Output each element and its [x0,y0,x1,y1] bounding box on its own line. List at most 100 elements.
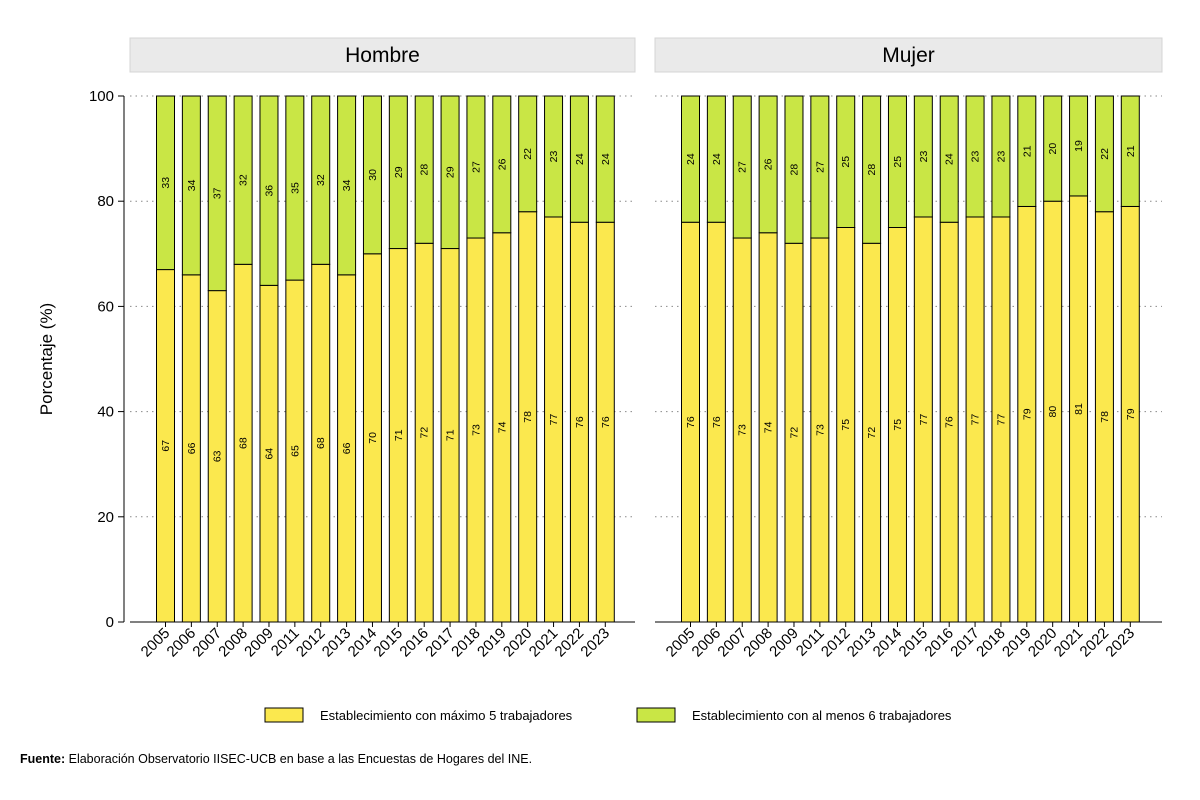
data-label-large: 20 [1047,143,1059,155]
data-label-small: 68 [315,437,327,449]
data-label-small: 74 [496,421,508,433]
panel-title: Hombre [345,44,420,67]
bar-large-2012 [311,95,331,265]
data-label-large: 34 [186,179,198,191]
data-label-large: 28 [788,164,800,176]
data-label-large: 27 [737,161,749,173]
data-label-large: 29 [393,166,405,178]
data-label-large: 24 [685,153,697,165]
data-label-large: 22 [1099,148,1111,160]
data-label-large: 34 [341,179,353,191]
data-label-large: 22 [522,148,534,160]
data-label-large: 23 [970,150,982,162]
data-label-small: 77 [970,413,982,425]
legend-swatch-2 [636,707,676,723]
x-tick-label: 2011 [793,625,828,660]
source-note: Fuente: Elaboración Observatorio IISEC-U… [20,752,532,766]
data-label-large: 29 [445,166,457,178]
data-label-small: 66 [341,442,353,454]
data-label-small: 76 [685,416,697,428]
bar-large-2005 [681,95,700,223]
data-label-small: 71 [393,429,405,441]
bar-large-2023 [1120,95,1140,207]
data-label-small: 76 [944,416,956,428]
bar-large-2023 [595,95,615,223]
legend-label-1: Establecimiento con máximo 5 trabajadore… [320,708,573,723]
data-label-small: 74 [763,421,775,433]
bar-large-2006 [706,95,726,223]
data-label-small: 72 [866,427,878,439]
data-label-small: 67 [160,440,172,452]
bar-large-2020 [1043,95,1063,202]
bar-large-2022 [1094,95,1114,213]
data-label-large: 21 [1125,145,1137,157]
data-label-small: 78 [522,411,534,423]
bar-large-2008 [758,95,778,234]
data-label-small: 75 [892,419,904,431]
x-tick-label: 2023 [1102,625,1138,661]
legend-swatch-1 [264,707,304,723]
bar-large-2013 [337,95,357,276]
data-label-large: 35 [289,182,301,194]
bar-large-2022 [569,95,589,223]
bar-large-2017 [965,95,985,218]
data-label-small: 73 [470,424,482,436]
bar-large-2014 [362,95,382,255]
data-label-small: 75 [840,419,852,431]
y-tick-label: 20 [97,509,114,526]
data-label-large: 32 [315,174,327,186]
data-label-large: 23 [995,150,1007,162]
data-label-small: 81 [1073,403,1085,415]
bar-large-2013 [862,95,882,244]
bar-large-2016 [939,95,959,223]
panel-header [654,37,1163,73]
data-label-small: 72 [419,427,431,439]
bar-large-2018 [466,95,486,239]
panel-header [129,37,636,73]
data-label-large: 19 [1073,140,1085,152]
bar-large-2018 [991,95,1011,218]
data-label-large: 27 [814,161,826,173]
data-label-small: 70 [367,432,379,444]
bar-large-2008 [233,95,253,265]
data-label-large: 32 [238,174,250,186]
panel-title: Mujer [882,44,935,67]
data-label-large: 28 [419,164,431,176]
data-label-large: 24 [574,153,586,165]
data-label-small: 77 [918,413,930,425]
y-tick-label: 80 [97,193,114,210]
bar-large-2007 [732,95,752,239]
data-label-large: 21 [1021,145,1033,157]
data-label-large: 25 [892,156,904,168]
bar-large-2007 [207,95,227,292]
legend: Establecimiento con máximo 5 trabajadore… [264,707,952,723]
data-label-large: 23 [548,150,560,162]
bar-large-2019 [1017,95,1037,207]
y-tick-label: 0 [106,614,114,631]
source-label: Fuente: [20,752,66,766]
bar-large-2005 [156,95,175,271]
y-tick-label: 40 [97,404,114,421]
data-label-small: 63 [212,450,224,462]
data-label-small: 73 [814,424,826,436]
bar-large-2019 [492,95,512,234]
data-label-large: 26 [496,158,508,170]
bar-large-2012 [836,95,856,228]
bar-large-2015 [388,95,408,250]
data-label-small: 79 [1125,408,1137,420]
data-label-small: 68 [238,437,250,449]
data-label-small: 79 [1021,408,1033,420]
bar-large-2015 [913,95,933,218]
x-tick-label: 2023 [577,625,613,661]
data-label-small: 76 [711,416,723,428]
data-label-small: 71 [445,429,457,441]
data-label-large: 24 [711,153,723,165]
bar-large-2009 [784,95,804,244]
data-label-small: 77 [548,413,560,425]
bar-large-2017 [440,95,460,250]
y-tick-label: 100 [89,88,114,105]
bar-large-2020 [518,95,538,213]
panel-hombre: Hombre6733200566342006633720076832200864… [129,37,636,661]
bar-large-2021 [544,95,564,218]
